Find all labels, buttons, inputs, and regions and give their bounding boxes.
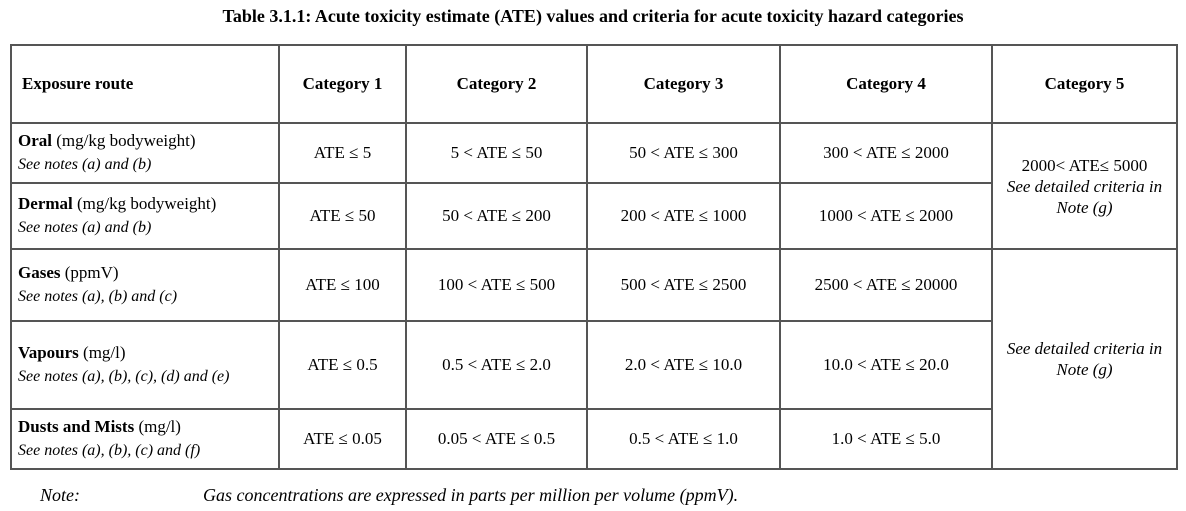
header-category-2: Category 2 bbox=[405, 44, 588, 124]
header-category-5: Category 5 bbox=[991, 44, 1178, 124]
route-name: Gases bbox=[18, 263, 61, 282]
route-cell: Gases (ppmV) See notes (a), (b) and (c) bbox=[10, 248, 280, 322]
route-cell: Vapours (mg/l) See notes (a), (b), (c), … bbox=[10, 320, 280, 410]
route-notes: See notes (a) and (b) bbox=[18, 219, 152, 236]
cell-category-4: 2500 < ATE ≤ 20000 bbox=[779, 248, 993, 322]
route-unit: (ppmV) bbox=[60, 263, 119, 282]
cell-category-4: 1000 < ATE ≤ 2000 bbox=[779, 182, 993, 250]
route-cell: Dermal (mg/kg bodyweight) See notes (a) … bbox=[10, 182, 280, 250]
route-unit: (mg/l) bbox=[134, 417, 181, 436]
cell-category-3: 200 < ATE ≤ 1000 bbox=[586, 182, 781, 250]
cell-category-3: 0.5 < ATE ≤ 1.0 bbox=[586, 408, 781, 470]
note-text: Gas concentrations are expressed in part… bbox=[203, 485, 739, 505]
route-notes: See notes (a), (b), (c), (d) and (e) bbox=[18, 368, 230, 385]
route-unit: (mg/kg bodyweight) bbox=[72, 194, 217, 213]
cell-category-3: 2.0 < ATE ≤ 10.0 bbox=[586, 320, 781, 410]
cell-category-2: 0.5 < ATE ≤ 2.0 bbox=[405, 320, 588, 410]
table-row-gases: Gases (ppmV) See notes (a), (b) and (c) … bbox=[10, 248, 1178, 470]
cell-category-1: ATE ≤ 0.05 bbox=[278, 408, 407, 470]
route-name: Oral bbox=[18, 131, 52, 150]
table-row-dusts-and-mists: Dusts and Mists (mg/l) See notes (a), (b… bbox=[10, 408, 1177, 470]
cell-category-1: ATE ≤ 5 bbox=[278, 122, 407, 184]
cell-category-1: ATE ≤ 0.5 bbox=[278, 320, 407, 410]
cell-category-3: 500 < ATE ≤ 2500 bbox=[586, 248, 781, 322]
cell-category-2: 100 < ATE ≤ 500 bbox=[405, 248, 588, 322]
header-category-4: Category 4 bbox=[779, 44, 993, 124]
table-row-vapours: Vapours (mg/l) See notes (a), (b), (c), … bbox=[10, 320, 1177, 410]
cell-category-5-oral-dermal: 2000< ATE≤ 5000 See detailed criteria in… bbox=[991, 122, 1178, 250]
table-caption: Table 3.1.1: Acute toxicity estimate (AT… bbox=[222, 6, 964, 26]
route-notes: See notes (a), (b), (c) and (f) bbox=[18, 442, 201, 459]
table-note: Note: Gas concentrations are expressed i… bbox=[0, 483, 1186, 509]
ate-table: Exposure route Category 1 Category 2 Cat… bbox=[10, 44, 1178, 470]
category-5-criteria: See detailed criteria in Note (g) bbox=[1006, 176, 1163, 217]
header-exposure-route: Exposure route bbox=[10, 44, 280, 124]
route-cell: Dusts and Mists (mg/l) See notes (a), (b… bbox=[10, 408, 280, 470]
table-row-dermal: Dermal (mg/kg bodyweight) See notes (a) … bbox=[10, 182, 1177, 250]
cell-category-5-inhalation: See detailed criteria in Note (g) bbox=[991, 248, 1178, 470]
category-5-criteria: See detailed criteria in Note (g) bbox=[1006, 339, 1163, 379]
cell-category-4: 10.0 < ATE ≤ 20.0 bbox=[779, 320, 993, 410]
cell-category-2: 50 < ATE ≤ 200 bbox=[405, 182, 588, 250]
cell-category-3: 50 < ATE ≤ 300 bbox=[586, 122, 781, 184]
cell-category-2: 0.05 < ATE ≤ 0.5 bbox=[405, 408, 588, 470]
route-name: Dusts and Mists bbox=[18, 417, 135, 436]
route-unit: (mg/kg bodyweight) bbox=[52, 131, 196, 150]
header-category-3: Category 3 bbox=[586, 44, 781, 124]
cell-category-1: ATE ≤ 100 bbox=[278, 248, 407, 322]
route-unit: (mg/l) bbox=[78, 343, 126, 362]
cell-category-1: ATE ≤ 50 bbox=[278, 182, 407, 250]
table-row-oral: Oral (mg/kg bodyweight) See notes (a) an… bbox=[10, 122, 1178, 250]
header-row: Exposure route Category 1 Category 2 Cat… bbox=[10, 44, 1178, 124]
route-name: Vapours bbox=[18, 343, 79, 362]
cell-category-4: 1.0 < ATE ≤ 5.0 bbox=[779, 408, 993, 470]
cell-category-2: 5 < ATE ≤ 50 bbox=[405, 122, 588, 184]
route-notes: See notes (a), (b) and (c) bbox=[18, 288, 178, 305]
note-label: Note: bbox=[40, 485, 80, 505]
category-5-value: 2000< ATE≤ 5000 bbox=[1021, 155, 1148, 175]
route-cell: Oral (mg/kg bodyweight) See notes (a) an… bbox=[10, 122, 280, 184]
cell-category-4: 300 < ATE ≤ 2000 bbox=[779, 122, 993, 184]
route-name: Dermal bbox=[18, 194, 73, 213]
header-category-1: Category 1 bbox=[278, 44, 407, 124]
route-notes: See notes (a) and (b) bbox=[18, 156, 152, 173]
